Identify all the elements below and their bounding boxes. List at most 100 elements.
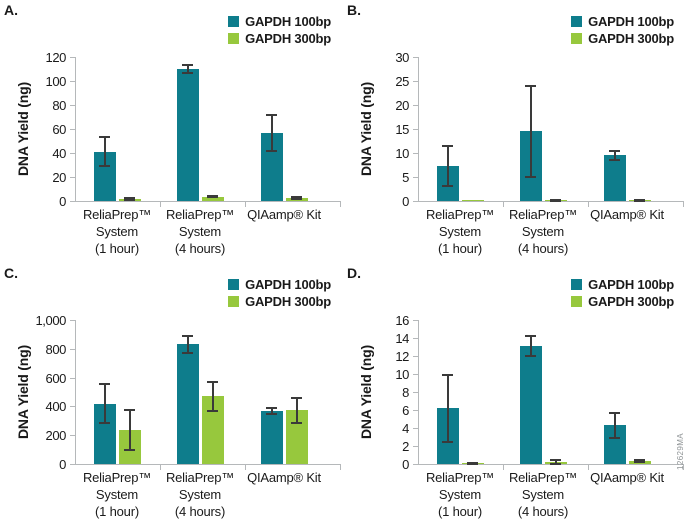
y-tick-mark <box>413 356 418 357</box>
y-tick-mark <box>413 320 418 321</box>
error-bar-cap-bottom <box>442 440 453 443</box>
error-bar-line <box>295 398 298 423</box>
y-tick-mark <box>70 105 75 106</box>
y-tick-label: 40 <box>52 146 66 161</box>
error-bar-cap-top <box>266 113 277 116</box>
legend-label-gapdh-300bp: GAPDH 300bp <box>245 294 331 309</box>
x-axis-line <box>70 464 341 465</box>
y-tick-label: 200 <box>45 428 67 444</box>
error-bar-line <box>211 381 214 411</box>
bar-gapdh-100bp <box>176 344 199 464</box>
y-tick-mark <box>413 392 418 393</box>
y-tick-label: 600 <box>45 370 67 386</box>
panel-letter-c: C. <box>4 265 18 281</box>
y-tick-mark <box>413 81 418 82</box>
legend-swatch-teal <box>228 279 240 290</box>
error-bar-cap-top <box>550 458 561 461</box>
error-bar-line <box>446 374 449 442</box>
category-label: ReliaPrep™ System (1 hour) <box>425 207 495 256</box>
y-tick-label: 0 <box>59 457 66 472</box>
error-bar-cap-top <box>291 397 302 400</box>
error-bar-line <box>186 335 189 354</box>
error-bar-cap-bottom <box>525 176 536 178</box>
legend-item-gapdh-100bp: GAPDH 100bp <box>228 276 331 293</box>
legend-swatch-green <box>571 296 583 307</box>
error-bar-cap-top <box>124 409 135 411</box>
x-tick-mark <box>160 465 161 470</box>
watermark-id: 12629MA <box>676 432 685 470</box>
bar-gapdh-100bp <box>603 155 626 201</box>
y-tick-label: 14 <box>395 331 409 346</box>
y-tick-mark <box>413 428 418 429</box>
x-axis-line <box>413 201 684 202</box>
legend-swatch-green <box>228 33 240 44</box>
category-label: QIAamp® Kit <box>590 207 664 222</box>
x-tick-mark <box>340 465 341 470</box>
error-bar-cap-bottom <box>207 196 218 199</box>
error-bar-cap-top <box>182 334 193 337</box>
error-bar-cap-bottom <box>609 436 620 439</box>
panel-letter-d: D. <box>347 265 361 281</box>
error-bar-cap-top <box>442 373 453 376</box>
y-tick-label: 10 <box>395 367 409 382</box>
y-tick-mark <box>70 348 75 350</box>
y-tick-mark <box>70 377 75 379</box>
category-label: ReliaPrep™ System (1 hour) <box>82 470 152 519</box>
y-tick-mark <box>413 410 418 411</box>
error-bar-cap-bottom <box>291 198 302 201</box>
legend-swatch-green <box>571 33 583 44</box>
y-tick-mark <box>70 129 75 130</box>
legend-item-gapdh-100bp: GAPDH 100bp <box>571 276 674 293</box>
error-bar-cap-top <box>99 136 110 139</box>
legend-item-gapdh-300bp: GAPDH 300bp <box>571 30 674 47</box>
legend-label-gapdh-300bp: GAPDH 300bp <box>245 31 331 46</box>
legend-swatch-teal <box>571 16 583 27</box>
y-tick-label: 400 <box>45 399 67 415</box>
y-tick-mark <box>70 406 75 408</box>
bar-gapdh-100bp <box>603 425 626 464</box>
category-label: ReliaPrep™ System (1 hour) <box>82 207 152 256</box>
bar-gapdh-100bp <box>176 69 199 201</box>
error-bar-cap-top <box>266 406 277 409</box>
bar-gapdh-100bp <box>519 346 542 464</box>
y-tick-label: 1,000 <box>35 313 66 328</box>
legend-swatch-teal <box>571 279 583 290</box>
y-tick-label: 800 <box>45 341 67 357</box>
y-tick-mark <box>70 153 75 154</box>
legend-label-gapdh-300bp: GAPDH 300bp <box>588 294 674 309</box>
error-bar-line <box>128 410 131 451</box>
category-label: ReliaPrep™ System (4 hours) <box>508 470 578 519</box>
y-axis-line <box>418 57 419 202</box>
panel-letter-a: A. <box>4 2 18 18</box>
y-tick-mark <box>413 153 418 154</box>
x-tick-mark <box>588 202 589 207</box>
y-tick-mark <box>413 446 418 447</box>
error-bar-cap-bottom <box>609 159 620 162</box>
category-label: QIAamp® Kit <box>590 470 664 485</box>
bar-gapdh-300bp <box>461 200 484 201</box>
bar-gapdh-300bp <box>201 396 224 464</box>
legend-swatch-teal <box>228 16 240 27</box>
panel-letter-b: B. <box>347 2 361 18</box>
y-tick-label: 0 <box>402 194 409 209</box>
error-bar-cap-bottom <box>182 71 193 74</box>
y-tick-label: 30 <box>395 50 409 65</box>
error-bar-cap-bottom <box>266 149 277 152</box>
error-bar-cap-bottom <box>442 185 453 188</box>
x-axis-line <box>70 201 341 202</box>
y-tick-label: 0 <box>59 194 66 209</box>
legend-item-gapdh-100bp: GAPDH 100bp <box>228 13 331 30</box>
legend-label-gapdh-100bp: GAPDH 100bp <box>245 277 331 292</box>
error-bar-cap-top <box>525 335 536 338</box>
x-tick-mark <box>160 202 161 207</box>
y-tick-mark <box>70 57 75 58</box>
y-tick-mark <box>70 177 75 178</box>
error-bar-line <box>270 114 273 151</box>
plot-area: 0 200 400 600 800 1,000 ReliaPrep™ System (1 h… <box>0 263 343 526</box>
error-bar-cap-top <box>182 64 193 67</box>
y-tick-mark <box>70 81 75 82</box>
x-tick-mark <box>245 202 246 207</box>
error-bar-cap-top <box>525 84 536 87</box>
legend: GAPDH 100bp GAPDH 300bp <box>571 13 674 47</box>
